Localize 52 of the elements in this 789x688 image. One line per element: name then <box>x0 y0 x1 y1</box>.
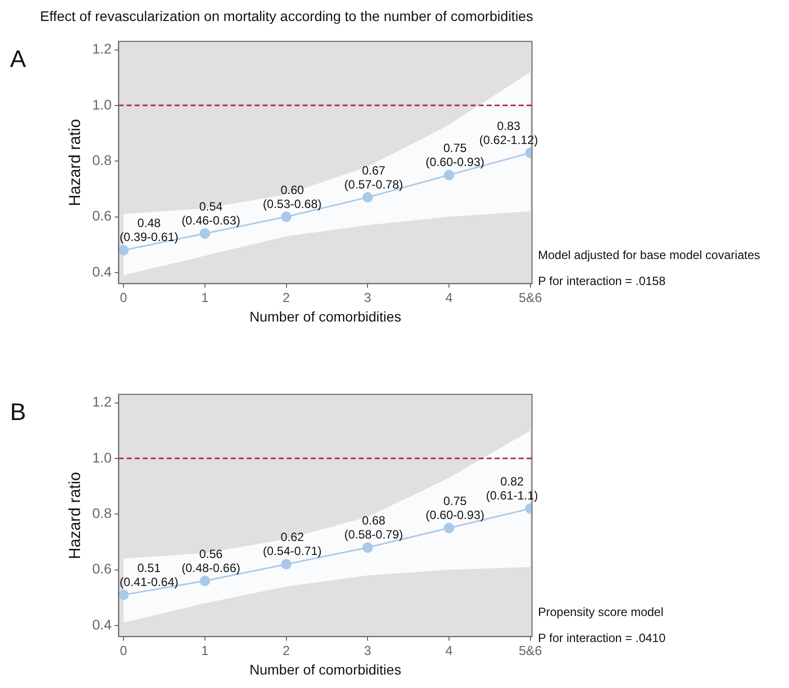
x-tick-label: 2 <box>282 290 290 305</box>
data-label: 0.68 (0.58-0.79) <box>344 514 403 542</box>
y-tick-label: 0.8 <box>92 504 112 521</box>
chart-title: Effect of revascularization on mortality according to the number of comorbidities <box>40 8 534 24</box>
point <box>118 590 129 600</box>
x-tick-label: 3 <box>364 290 372 305</box>
point <box>200 576 210 586</box>
point <box>118 244 129 256</box>
text: A <box>10 46 26 74</box>
data-label: 0.51 (0.41-0.64) <box>120 560 178 589</box>
y-tick-label: 1.2 <box>92 394 112 410</box>
x-tick-label: 3 <box>364 642 372 658</box>
point <box>362 192 373 203</box>
x-tick-label: 5&6 <box>518 642 542 658</box>
y-tick-label: 1.0 <box>92 449 112 466</box>
x-tick-label: 1 <box>201 642 209 658</box>
x-axis-title: Number of comorbidities <box>249 308 402 324</box>
data-label: 0.56 (0.48-0.66) <box>182 546 240 575</box>
data-label: 0.54 (0.46-0.63) <box>182 199 240 228</box>
point <box>444 522 454 534</box>
text: B <box>10 399 26 427</box>
text: P for interaction = .0410 <box>538 631 666 645</box>
y-tick-label: 1.2 <box>92 40 112 57</box>
point <box>281 558 292 570</box>
data-label: 0.62 (0.54-0.71) <box>262 530 322 558</box>
data-label: 0.75 (0.60-0.93) <box>426 494 484 522</box>
point <box>281 212 292 222</box>
y-tick-label: 0.4 <box>92 263 112 280</box>
data-label: 0.67 (0.57-0.78) <box>344 163 403 192</box>
text: Model adjusted for base model covariates <box>538 248 760 262</box>
y-tick-label: 0.6 <box>92 560 112 577</box>
x-tick-label: 1 <box>201 290 209 305</box>
text: P for interaction = .0158 <box>538 274 666 288</box>
x-tick-label: 0 <box>120 642 128 658</box>
y-tick-label: 0.4 <box>92 616 112 632</box>
y-tick-label: 0.6 <box>92 208 112 224</box>
x-tick-label: 2 <box>282 642 290 658</box>
y-tick-label: 1.0 <box>92 96 112 112</box>
y-axis-title: Hazard ratio <box>67 118 84 206</box>
data-label: 0.48 (0.39-0.61) <box>120 216 178 244</box>
point <box>362 542 373 553</box>
x-tick-label: 5&6 <box>518 290 542 305</box>
text: Propensity score model <box>538 605 664 619</box>
point <box>200 228 210 239</box>
y-tick-label: 0.8 <box>92 152 112 168</box>
data-label: 0.60 (0.53-0.68) <box>262 182 322 211</box>
x-axis-title: Number of comorbidities <box>249 661 402 678</box>
point <box>444 170 454 180</box>
x-tick-label: 4 <box>445 642 453 658</box>
y-axis-title: Hazard ratio <box>67 472 84 560</box>
x-tick-label: 4 <box>445 290 453 305</box>
x-tick-label: 0 <box>120 290 128 305</box>
